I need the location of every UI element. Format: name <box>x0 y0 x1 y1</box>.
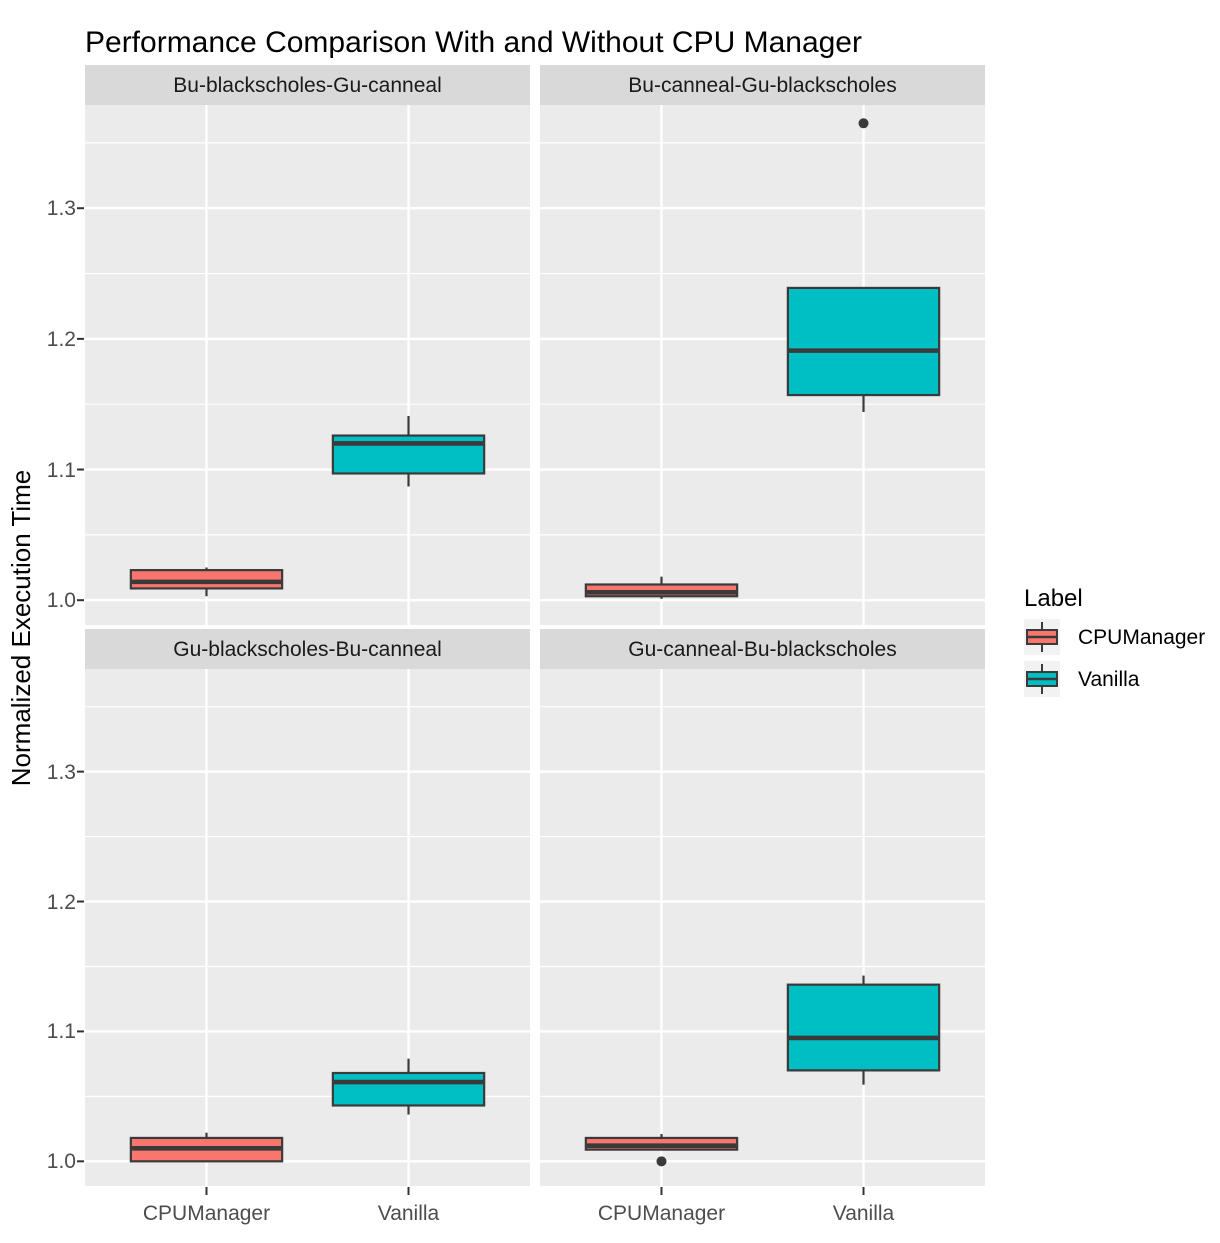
box-iqr <box>129 569 284 590</box>
chart-graphics <box>77 65 985 1195</box>
x-tick-label-left-cpumanager: CPUManager <box>143 1202 270 1225</box>
y-axis-title: Normalized Execution Time <box>6 470 36 786</box>
outlier-point <box>858 118 869 129</box>
boxplot-cpumanager <box>129 567 284 597</box>
legend-key-vanilla <box>1024 661 1060 697</box>
facet-strip-label-top-right: Bu-canneal-Gu-blackscholes <box>628 74 896 97</box>
y-tick-label-top-1.0: 1.0 <box>47 589 76 612</box>
chart-title: Performance Comparison With and Without … <box>85 26 862 59</box>
y-tick-label-top-1.2: 1.2 <box>47 328 76 351</box>
x-tick-label-right-cpumanager: CPUManager <box>598 1202 725 1225</box>
x-tick-label-right-vanilla: Vanilla <box>833 1202 895 1225</box>
y-tick-label-top-1.3: 1.3 <box>47 197 76 220</box>
y-tick-label-bottom-1.2: 1.2 <box>47 891 76 914</box>
boxplot-cpumanager <box>129 1132 284 1163</box>
legend-label-cpumanager: CPUManager <box>1078 626 1205 649</box>
y-tick-label-bottom-1.3: 1.3 <box>47 761 76 784</box>
box-iqr <box>786 286 941 397</box>
y-tick-label-bottom-1.0: 1.0 <box>47 1150 76 1173</box>
legend-keys <box>1024 619 1060 697</box>
boxplot-cpumanager <box>584 1134 739 1167</box>
facet-strip <box>540 65 985 105</box>
boxplot-vanilla <box>786 118 941 413</box>
y-tick-label-top-1.1: 1.1 <box>47 459 76 482</box>
panel-background <box>85 669 530 1186</box>
boxplot-vanilla <box>786 975 941 1085</box>
legend-key-cpumanager <box>1024 619 1060 655</box>
facet-strip-label-bottom-right: Gu-canneal-Bu-blackscholes <box>628 638 896 661</box>
outlier-point <box>656 1156 667 1167</box>
facet-strip-label-top-left: Bu-blackscholes-Gu-canneal <box>173 74 441 97</box>
facet-strip <box>85 65 530 105</box>
box-iqr <box>331 1071 486 1107</box>
legend-label-vanilla: Vanilla <box>1078 668 1140 691</box>
facet-strip <box>540 629 985 669</box>
panel-background <box>85 105 530 625</box>
facet-panel-3 <box>540 629 985 1195</box>
facet-strip <box>85 629 530 669</box>
facet-panel-1 <box>540 65 985 625</box>
boxplot-cpumanager <box>584 576 739 599</box>
box-iqr <box>786 983 941 1072</box>
y-tick-label-bottom-1.1: 1.1 <box>47 1020 76 1043</box>
boxplot-vanilla <box>331 1058 486 1115</box>
legend-title: Label <box>1024 585 1083 612</box>
facet-panel-2 <box>77 629 530 1195</box>
panel-background <box>540 669 985 1186</box>
facet-strip-label-bottom-left: Gu-blackscholes-Bu-canneal <box>173 638 441 661</box>
facet-panel-0 <box>77 65 530 625</box>
boxplot-vanilla <box>331 415 486 487</box>
x-tick-label-left-vanilla: Vanilla <box>378 1202 440 1225</box>
